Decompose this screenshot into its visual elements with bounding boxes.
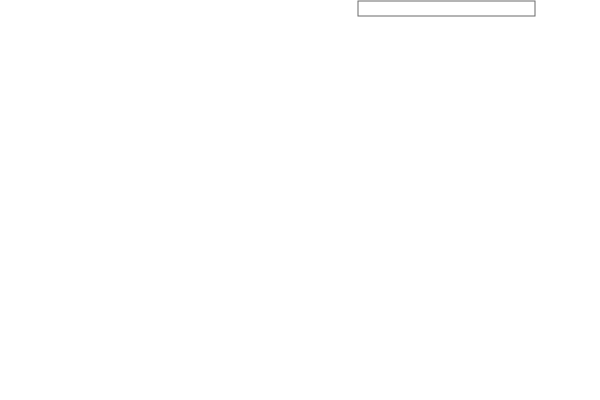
title-box-border [357, 0, 536, 17]
chart-title-box [357, 0, 536, 17]
